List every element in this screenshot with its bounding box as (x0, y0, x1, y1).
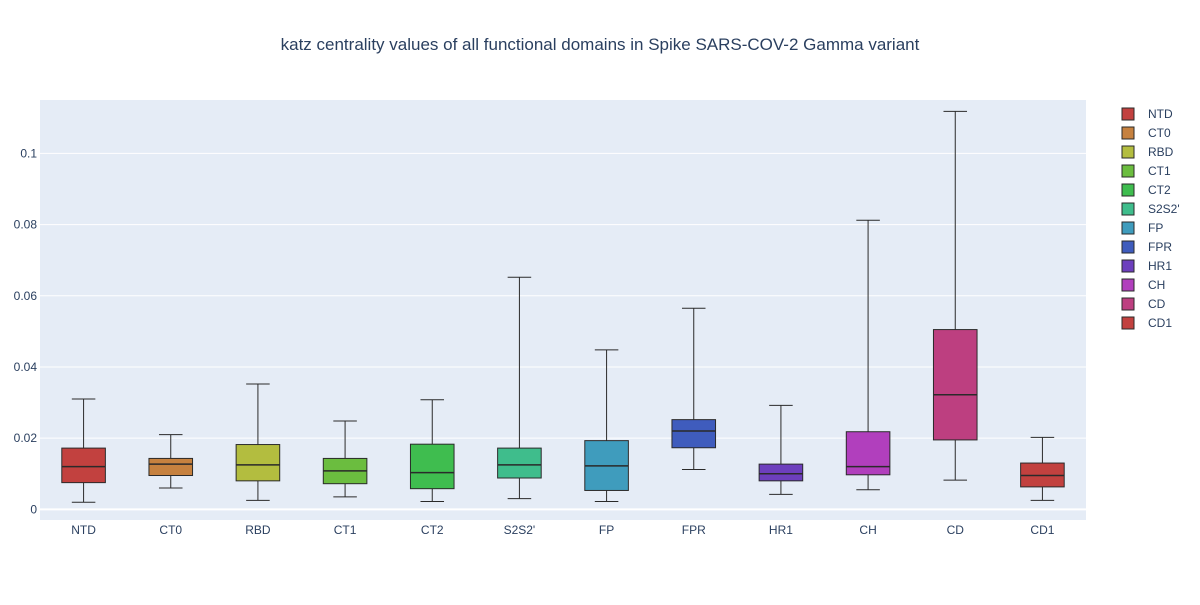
legend-label: FPR (1148, 240, 1172, 254)
legend-item[interactable]: S2S2' (1121, 202, 1180, 216)
box-body (497, 447, 542, 479)
legend-swatch (1121, 259, 1135, 273)
x-tick-label: HR1 (769, 523, 793, 537)
legend-item[interactable]: NTD (1121, 107, 1173, 121)
box-6 (584, 349, 629, 502)
box-4 (409, 399, 455, 502)
box-1 (148, 434, 194, 489)
legend-swatch (1121, 126, 1135, 140)
x-tick-label: FP (599, 523, 614, 537)
box-2 (235, 383, 281, 501)
y-tick-label: 0 (30, 502, 37, 516)
x-tick-label: CD1 (1030, 523, 1054, 537)
legend-swatch (1121, 240, 1135, 254)
x-axis-ticks: NTD CT0 RBD CT1 CT2 S2S2' FP FPR HR1 CH CD CD1 (71, 523, 1054, 537)
legend-item[interactable]: CT0 (1121, 126, 1171, 140)
box-3 (322, 420, 368, 498)
legend-item[interactable]: CD1 (1121, 316, 1172, 330)
x-tick-label: NTD (71, 523, 96, 537)
legend-label: CD1 (1148, 316, 1172, 330)
x-tick-label: FPR (682, 523, 706, 537)
legend-swatch (1121, 316, 1135, 330)
y-axis-ticks: 0 0.02 0.04 0.06 0.08 0.1 (14, 146, 38, 516)
legend-label: CT0 (1148, 126, 1171, 140)
legend-label: CT1 (1148, 164, 1171, 178)
legend-item[interactable]: CT1 (1121, 164, 1171, 178)
y-tick-label: 0.1 (20, 146, 37, 160)
legend-label: S2S2' (1148, 202, 1180, 216)
box-11 (1020, 436, 1065, 501)
legend-item[interactable]: HR1 (1121, 259, 1172, 273)
box-body (235, 444, 281, 482)
legend-label: HR1 (1148, 259, 1172, 273)
y-tick-label: 0.02 (14, 431, 38, 445)
box-body (671, 419, 717, 449)
box-8 (758, 404, 804, 495)
x-tick-label: CT0 (159, 523, 182, 537)
legend-swatch (1121, 221, 1135, 235)
x-tick-label: CD (947, 523, 965, 537)
box-0 (61, 398, 106, 503)
chart-title: katz centrality values of all functional… (281, 35, 920, 54)
legend-label: CH (1148, 278, 1165, 292)
plot-background (40, 100, 1086, 520)
legend-label: CD (1148, 297, 1166, 311)
legend-swatch (1121, 202, 1135, 216)
legend-swatch (1121, 297, 1135, 311)
legend-swatch (1121, 107, 1135, 121)
x-tick-label: RBD (245, 523, 271, 537)
box-7 (671, 307, 717, 470)
x-tick-label: CH (859, 523, 876, 537)
x-tick-label: CT1 (334, 523, 357, 537)
y-tick-label: 0.08 (14, 218, 38, 232)
legend-label: RBD (1148, 145, 1174, 159)
x-tick-label: S2S2' (504, 523, 536, 537)
legend-item[interactable]: RBD (1121, 145, 1174, 159)
legend-item[interactable]: CD (1121, 297, 1166, 311)
legend-item[interactable]: FP (1121, 221, 1163, 235)
x-tick-label: CT2 (421, 523, 444, 537)
box-body (932, 329, 978, 441)
box-body (758, 463, 804, 482)
legend-swatch (1121, 145, 1135, 159)
legend-label: FP (1148, 221, 1163, 235)
box-body (409, 443, 455, 490)
box-body (61, 447, 106, 484)
box-9 (845, 219, 891, 491)
legend-swatch (1121, 278, 1135, 292)
box-10 (932, 110, 978, 481)
box-5 (497, 276, 542, 500)
box-series (61, 110, 1065, 503)
legend-item[interactable]: FPR (1121, 240, 1172, 254)
legend-swatch (1121, 183, 1135, 197)
grid-lines (40, 152, 1086, 511)
box-body (148, 457, 194, 477)
y-tick-label: 0.04 (14, 360, 38, 374)
legend-item[interactable]: CT2 (1121, 183, 1171, 197)
box-body (845, 431, 891, 476)
legend-label: CT2 (1148, 183, 1171, 197)
legend: NTD CT0 RBD CT1 CT2 S2S2' FP FPR HR1 CH CD CD1 (1121, 107, 1180, 330)
legend-label: NTD (1148, 107, 1173, 121)
legend-item[interactable]: CH (1121, 278, 1165, 292)
legend-swatch (1121, 164, 1135, 178)
y-tick-label: 0.06 (14, 289, 38, 303)
